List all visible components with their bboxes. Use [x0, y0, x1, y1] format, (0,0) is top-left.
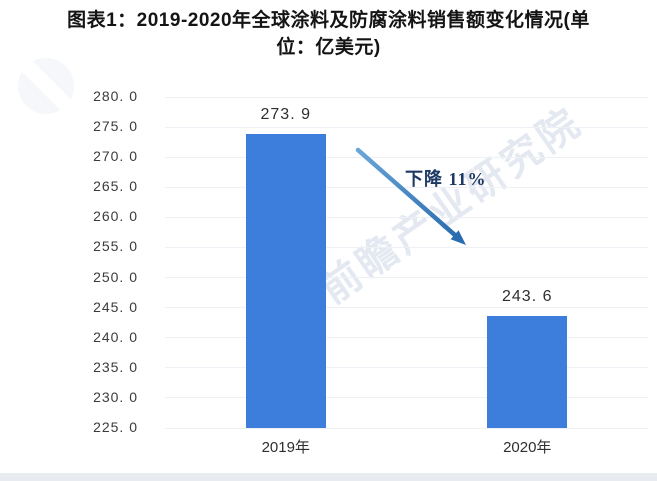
y-gridline	[165, 427, 648, 429]
decline-annotation: 下降 11%	[405, 169, 487, 189]
y-gridline	[165, 397, 648, 399]
watermark-text: 前瞻产业研究院	[312, 99, 591, 313]
data-bar-2019年	[245, 133, 326, 428]
y-axis-tick-label: 240. 0	[93, 328, 138, 345]
qianzhan-logo-icon	[12, 51, 83, 122]
bar-value-label: 243. 6	[502, 288, 553, 306]
bar-value-label: 273. 9	[260, 105, 311, 123]
y-gridline	[165, 246, 648, 248]
bottom-divider	[0, 473, 657, 481]
y-axis-tick-label: 250. 0	[93, 268, 138, 285]
y-gridline	[165, 277, 648, 279]
y-gridline	[165, 126, 648, 128]
chart-title-line2: 位：亿美元)	[276, 37, 381, 58]
y-axis-tick-label: 225. 0	[93, 419, 138, 435]
chart-title: 图表1：2019-2020年全球涂料及防腐涂料销售额变化情况(单 位：亿美元)	[0, 7, 657, 61]
data-bar-2020年	[487, 316, 568, 428]
y-gridline	[165, 216, 648, 218]
y-axis-tick-label: 245. 0	[93, 298, 138, 315]
y-axis-tick-label: 280. 0	[93, 88, 138, 104]
y-axis-tick-label: 275. 0	[93, 118, 138, 135]
y-gridline	[165, 156, 648, 158]
y-axis-tick-label: 235. 0	[93, 358, 138, 375]
chart-title-line1: 图表1：2019-2020年全球涂料及防腐涂料销售额变化情况(单	[67, 10, 590, 31]
x-axis-category-label: 2019年	[261, 439, 310, 456]
y-axis-tick-label: 230. 0	[93, 388, 138, 405]
y-gridline	[165, 337, 648, 339]
y-axis-tick-label: 255. 0	[93, 238, 138, 255]
y-axis-tick-label: 260. 0	[93, 208, 138, 225]
y-axis-tick-label: 265. 0	[93, 178, 138, 195]
y-axis-tick-label: 270. 0	[93, 148, 138, 165]
y-gridline	[165, 96, 648, 98]
y-gridline	[165, 367, 648, 369]
x-axis-category-label: 2020年	[503, 439, 552, 456]
y-gridline	[165, 307, 648, 309]
